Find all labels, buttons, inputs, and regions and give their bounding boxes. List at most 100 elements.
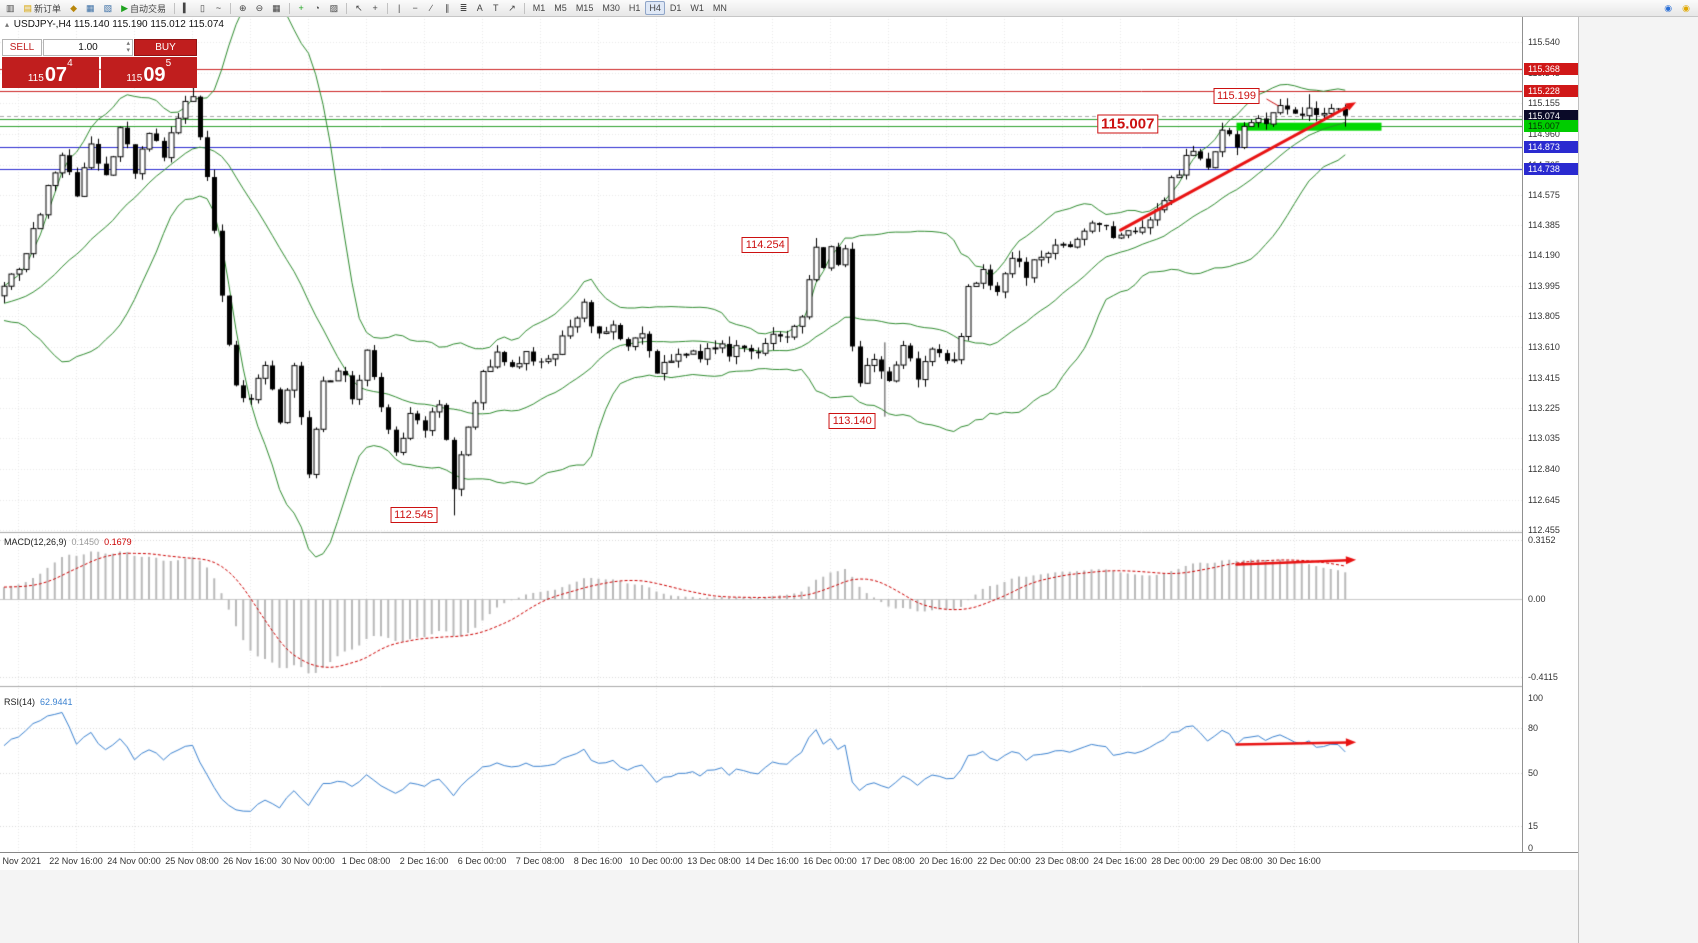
horizontal-line-button[interactable]: − [408,1,423,15]
new-order-button[interactable]: ▤ 新订单 [20,1,66,15]
timeframe-m5-button[interactable]: M5 [550,1,571,15]
right-empty-area [1578,16,1698,943]
macd-label: MACD(12,26,9) [4,537,67,547]
candlestick-chart-button[interactable]: ▯ [195,1,210,15]
data-window-icon: ▧ [103,2,113,13]
time-axis-label: 16 Dec 00:00 [803,856,857,866]
arrows-tool-button[interactable]: ↗ [504,1,520,15]
timeframe-m1-button[interactable]: M1 [529,1,550,15]
lot-increase-icon[interactable]: ▴ [126,40,130,47]
chart-canvas[interactable] [0,16,1522,852]
macd-scale-label: 0.3152 [1528,535,1556,545]
search-icon: ◉ [1682,2,1690,13]
timeframe-mn-button[interactable]: MN [709,1,731,15]
sell-price-base: 115 [27,73,44,84]
text-label-button[interactable]: T [488,1,503,15]
indicators-add-button[interactable]: + [294,1,309,15]
timeframe-m15-button[interactable]: M15 [572,1,598,15]
time-axis-label: 2 Dec 16:00 [399,856,449,866]
equidistant-channel-icon: ∥ [444,2,450,13]
price-tick-label: 112.455 [1528,524,1560,535]
timeframe-h4-button[interactable]: H4 [645,1,665,15]
periods-button[interactable]: ◔ [310,1,325,15]
timeframe-d1-button[interactable]: D1 [666,1,686,15]
price-tick-label: 114.190 [1528,250,1560,261]
compass-icon: ◆ [70,2,77,13]
rsi-label: RSI(14) [4,697,36,707]
compass-button[interactable]: ◆ [66,1,81,15]
rsi-indicator-header: RSI(14) 62.9441 [4,697,73,707]
symbol-name: USDJPY-,H4 [13,19,72,30]
timeframe-m30-button[interactable]: M30 [598,1,624,15]
zoom-out-button[interactable]: ⊖ [252,1,268,15]
horizontal-line-icon: − [412,2,418,13]
zoom-in-button[interactable]: ⊕ [235,1,251,15]
panel-splitter-rsi[interactable] [0,683,1578,688]
line-chart-icon: ~ [215,2,222,13]
price-tick-label: 114.575 [1528,189,1560,200]
tile-windows-button[interactable]: ▦ [268,1,285,15]
timeframe-h1-button[interactable]: H1 [625,1,645,15]
chart-window-button[interactable]: ▥ [2,1,19,15]
sell-price-button[interactable]: 115 07 4 [2,57,99,88]
time-axis-label: 14 Dec 16:00 [745,856,799,866]
panel-splitter-macd[interactable] [0,529,1578,534]
time-axis-label: 1 Dec 08:00 [341,856,391,866]
vertical-line-button[interactable]: | [392,1,407,15]
crosshair-button[interactable]: + [368,1,383,15]
new-order-icon: ▤ [23,2,33,13]
time-axis-label: 24 Nov 00:00 [107,856,161,866]
market-watch-icon: ▦ [86,2,95,13]
toolbar-separator [230,2,232,14]
toolbar-separator [523,2,525,14]
chart-window-icon: ▥ [6,2,15,13]
community-button[interactable]: ◉ [1660,1,1676,15]
price-tick-label: 114.385 [1528,219,1560,230]
time-axis-label: 20 Dec 16:00 [919,856,973,866]
buy-price-button[interactable]: 115 09 5 [100,57,197,88]
text-icon: A [476,2,483,13]
line-chart-button[interactable]: ~ [211,1,226,15]
one-click-trading-panel: SELL 1.00 ▴ ▾ BUY 115 07 4 115 09 5 [2,39,197,88]
time-axis-label: 26 Nov 16:00 [223,856,277,866]
trendline-button[interactable]: ∕ [424,1,439,15]
symbol-ohlc-values: 115.140 115.190 115.012 115.074 [74,19,224,30]
time-axis-label: 8 Dec 16:00 [573,856,623,866]
buy-tab[interactable]: BUY [134,39,197,56]
lot-stepper[interactable]: ▴ ▾ [126,40,130,54]
fibonacci-button[interactable]: ≣ [456,1,472,15]
lot-decrease-icon[interactable]: ▾ [126,47,130,54]
cursor-button[interactable]: ↖ [351,1,367,15]
new-order-label: 新订单 [34,3,62,14]
price-tick-label: 115.155 [1528,97,1560,108]
equidistant-channel-button[interactable]: ∥ [440,1,455,15]
time-axis-label: 22 Nov 16:00 [49,856,103,866]
bar-chart-button[interactable]: ▍ [179,1,194,15]
text-button[interactable]: A [472,1,487,15]
market-watch-button[interactable]: ▦ [82,1,99,15]
cursor-icon: ↖ [355,2,363,13]
price-marker: 115.368 [1524,63,1578,76]
time-axis[interactable]: 9 Nov 2021 22 Nov 16:00 24 Nov 00:00 25 Nov… [0,852,1578,870]
time-axis-label: 22 Dec 00:00 [977,856,1031,866]
toolbar-separator [174,2,176,14]
rsi-scale-label: 50 [1528,768,1539,778]
search-button[interactable]: ◉ [1678,1,1694,15]
data-window-button[interactable]: ▧ [100,1,117,15]
price-marker: 115.074 [1524,109,1578,122]
buy-price-base: 115 [126,73,143,84]
templates-button[interactable]: ▨ [326,1,343,15]
bottom-empty-area [0,870,1578,943]
price-scale[interactable]: 115.540115.345115.155114.960114.765114.5… [1522,16,1578,853]
timeframe-w1-button[interactable]: W1 [686,1,708,15]
periods-icon: ◔ [314,2,320,13]
lot-size-value: 1.00 [78,42,98,53]
auto-trading-button[interactable]: ▶ 自动交易 [117,1,170,15]
toolbar-button-strip: ▥ ▤ 新订单 ◆ ▦ ▧ ▶ 自动交易 ▍ ▯ ~ ⊕ ⊖ ▦ + ◔ ▨ ↖ + | − ∕ ∥ ≣ A T ↗ M1 M5 M15 M… [0,1,1660,15]
indicators-add-icon: + [298,2,304,13]
trendline-icon: ∕ [430,2,432,13]
toolbar-right-strip: ◉ ◉ [1660,1,1698,15]
lot-size-field[interactable]: 1.00 ▴ ▾ [43,39,133,56]
time-axis-label: 24 Dec 16:00 [1093,856,1147,866]
sell-tab[interactable]: SELL [2,39,42,56]
